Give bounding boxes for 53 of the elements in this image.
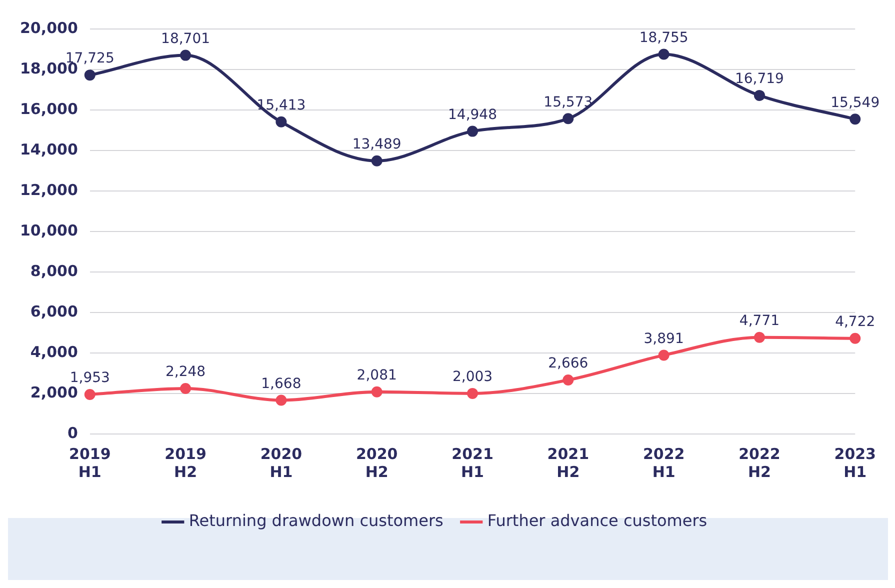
data-label: 4,771 <box>739 313 780 330</box>
x-tick-label: 2020 H2 <box>356 444 398 481</box>
point <box>371 386 382 398</box>
data-label: 4,722 <box>835 314 876 330</box>
point <box>84 388 96 400</box>
data-label: 13,489 <box>352 136 402 152</box>
point <box>84 70 96 81</box>
data-label: 2,666 <box>548 356 588 372</box>
point <box>658 350 670 361</box>
x-tick-label: 2021 H2 <box>547 444 590 481</box>
data-label: 1,668 <box>261 376 302 392</box>
point <box>180 50 192 61</box>
data-label: 15,549 <box>830 94 880 111</box>
point <box>658 48 670 60</box>
y-tick-label: 20,000 <box>20 18 78 37</box>
data-label: 18,755 <box>639 30 688 46</box>
point <box>850 332 861 344</box>
x-tick-label: 2019 H2 <box>164 444 206 481</box>
x-tick-label: 2021 H1 <box>452 444 494 481</box>
x-tick-label: 2022 H1 <box>642 444 685 481</box>
x-tick-label: 2019 H1 <box>69 444 111 481</box>
data-label: 3,891 <box>644 330 684 347</box>
y-tick-label: 16,000 <box>20 100 78 118</box>
y-tick-label: 12,000 <box>20 180 78 199</box>
data-label: 14,948 <box>448 106 498 123</box>
x-tick-label: 2020 H1 <box>260 444 302 481</box>
point <box>180 382 192 394</box>
point <box>276 394 287 406</box>
point <box>467 388 478 399</box>
point <box>562 113 574 124</box>
data-label: 2,248 <box>165 364 206 380</box>
y-tick-label: 14,000 <box>20 140 78 158</box>
y-tick-label: 8,000 <box>30 262 78 280</box>
point <box>371 155 382 166</box>
data-label: 2,003 <box>452 369 493 386</box>
point <box>467 126 478 137</box>
data-label: 16,719 <box>734 71 784 88</box>
legend-label: Returning drawdown customers <box>188 511 444 530</box>
data-label: 18,701 <box>161 30 210 47</box>
x-tick-label: 2023 H1 <box>834 444 876 481</box>
data-label: 2,081 <box>356 368 397 384</box>
y-tick-label: 4,000 <box>30 342 78 361</box>
y-tick-label: 10,000 <box>20 221 78 240</box>
point <box>562 374 574 386</box>
y-tick-label: 6,000 <box>30 302 78 320</box>
point <box>754 90 765 101</box>
legend-label: Further advance customers <box>487 511 708 530</box>
y-tick-label: 0 <box>67 424 78 442</box>
data-label: 15,573 <box>544 94 593 110</box>
x-tick-label: 2022 H2 <box>738 444 780 481</box>
point <box>754 332 765 343</box>
point <box>850 114 861 125</box>
point <box>276 116 287 128</box>
